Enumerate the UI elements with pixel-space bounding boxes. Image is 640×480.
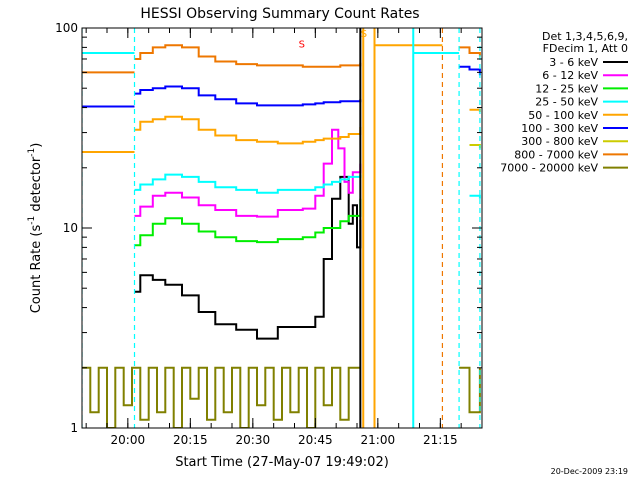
annotation-0: S [299,39,305,50]
series-line-5-seg-1 [134,85,362,107]
x-tick-label-0: 20:00 [111,433,146,447]
y-axis: 1 10 100 [55,21,482,435]
legend: Det 1,3,4,5,6,9, FDecim 1, Att 0 3 - 6 k… [500,30,628,175]
series-line-5-seg-2 [459,65,481,76]
x-tick-label-3: 20:45 [298,433,333,447]
legend-label-7: 800 - 7000 keV [514,148,598,161]
series-line-7-seg-1 [134,44,362,68]
y-tick-label-2: 100 [55,21,78,35]
x-axis: 20:00 20:15 20:30 20:45 21:00 21:15 [85,28,483,447]
chart-title: HESSI Observing Summary Count Rates [140,6,419,22]
data-lines [82,44,481,428]
legend-label-8: 7000 - 20000 keV [500,162,598,175]
legend-label-6: 300 - 800 keV [521,135,598,148]
y-axis-label-part1: Count Rate (s [29,225,44,314]
legend-label-2: 12 - 25 keV [535,82,598,95]
y-tick-label-0: 1 [70,421,78,435]
legend-label-5: 100 - 300 keV [521,122,598,135]
x-tick-label-1: 20:15 [173,433,208,447]
series-line-3-seg-3 [469,194,481,199]
y-axis-label-part2: detector [29,156,44,216]
legend-header-line2: FDecim 1, Att 0 [543,42,628,55]
y-axis-label-sup2: -1 [27,148,37,157]
annotations: SS [299,29,367,50]
legend-label-0: 3 - 6 keV [549,56,598,69]
series-line-3-seg-1 [134,173,362,194]
y-axis-label-sup1: -1 [27,216,37,225]
legend-header-line1: Det 1,3,4,5,6,9, [542,30,628,43]
series-line-0-seg-0 [134,175,362,340]
y-axis-label: Count Rate (s-1 detector-1) [27,143,44,314]
y-tick-label-1: 10 [63,221,78,235]
series-line-7-seg-2 [459,46,481,57]
series-line-4-seg-1 [134,115,362,145]
x-axis-label: Start Time (27-May-07 19:49:02) [175,455,389,470]
legend-label-3: 25 - 50 keV [535,96,598,109]
x-tick-label-2: 20:30 [236,433,271,447]
series-line-8-seg-0 [82,366,361,428]
series-line-1-seg-0 [134,128,362,218]
x-tick-label-4: 21:00 [361,433,396,447]
legend-label-1: 6 - 12 keV [542,69,598,82]
legend-label-4: 50 - 100 keV [528,109,598,122]
annotation-1: S [361,29,367,40]
y-axis-label-part3: ) [29,143,44,148]
series-line-2-seg-0 [134,198,362,247]
timestamp: 20-Dec-2009 23:19 [551,467,628,476]
x-tick-label-5: 21:15 [423,433,458,447]
